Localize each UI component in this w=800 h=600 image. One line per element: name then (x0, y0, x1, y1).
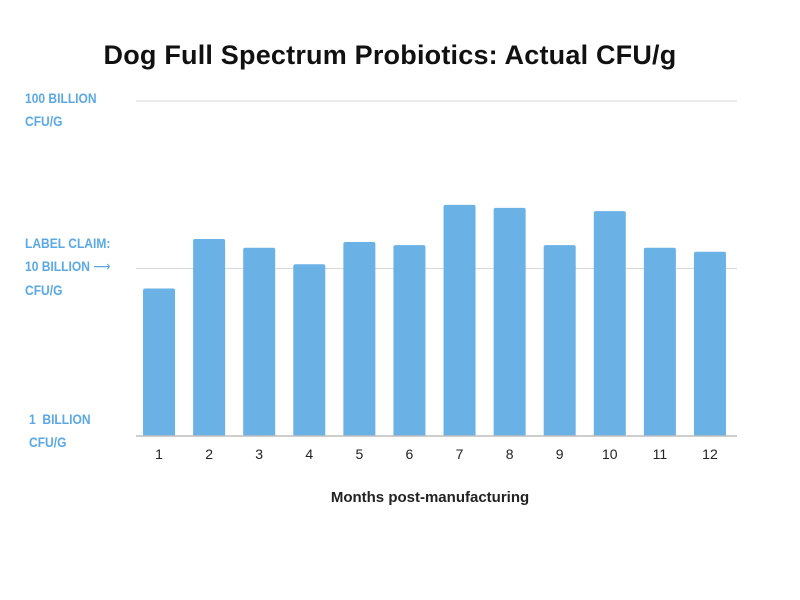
x-tick-label: 5 (355, 446, 363, 462)
x-tick-label: 9 (556, 446, 564, 462)
bar (493, 207, 526, 436)
bar (193, 239, 226, 436)
x-tick-label: 6 (406, 446, 414, 462)
bar (343, 241, 376, 436)
x-tick-label: 8 (506, 446, 514, 462)
y-tick-label-line: 10 BILLION ⟶ (25, 255, 111, 279)
y-tick-label-label-claim: LABEL CLAIM: 10 BILLION ⟶ CFU/G (25, 232, 111, 302)
bar (143, 288, 176, 436)
x-tick-label: 3 (255, 446, 263, 462)
bar (643, 247, 676, 436)
x-axis-title: Months post-manufacturing (330, 489, 530, 506)
bar (693, 251, 726, 436)
bar (293, 264, 326, 436)
y-tick-label-line: CFU/G (29, 434, 67, 450)
right-arrow-icon: ⟶ (93, 259, 111, 275)
y-tick-label-line: 1 BILLION (29, 411, 91, 427)
x-tick-label: 4 (305, 446, 313, 462)
x-tick-label: 12 (702, 446, 718, 462)
y-tick-label-line: CFU/G (25, 113, 63, 129)
bar (243, 247, 276, 436)
x-tick-label: 10 (602, 446, 618, 462)
y-tick-label-line: 100 BILLION (25, 90, 97, 106)
y-tick-label-100-billion: 100 BILLION CFU/G (25, 87, 97, 133)
x-tick-label: 2 (205, 446, 213, 462)
y-tick-label-line: LABEL CLAIM: (25, 235, 111, 251)
bar (443, 204, 476, 436)
bar (593, 211, 626, 436)
x-tick-label: 7 (456, 446, 464, 462)
bar (393, 245, 426, 436)
y-tick-label-text: 10 BILLION (25, 258, 90, 274)
bar (543, 245, 576, 436)
x-tick-label: 11 (653, 446, 668, 462)
chart-title: Dog Full Spectrum Probiotics: Actual CFU… (103, 40, 677, 70)
x-tick-label: 1 (155, 446, 163, 462)
y-tick-label-1-billion: 1 BILLION CFU/G (29, 408, 91, 454)
y-tick-label-line: CFU/G (25, 282, 63, 298)
